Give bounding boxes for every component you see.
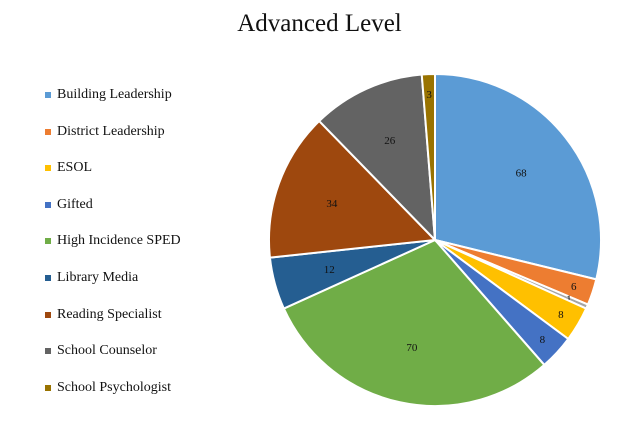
legend-label: Building Leadership [57,87,172,102]
data-label-library-media: 12 [324,264,335,276]
legend-swatch [45,128,51,135]
pie-slice-building-leadership [434,72,602,281]
data-label-unlabeled: 1 [566,294,572,306]
legend-swatch [45,274,51,281]
legend-item-gifted: Gifted [45,196,265,233]
legend-swatch [45,348,51,355]
legend-swatch [45,92,51,98]
data-label-reading-specialist: 34 [326,198,338,210]
pie-slice-reading-specialist [268,119,438,259]
legend-label: School Counselor [57,343,157,359]
legend-item-library-media: Library Media [45,269,265,306]
data-label-school-psychologist: 3 [426,89,432,101]
legend-swatch [45,311,51,318]
legend-label: District Leadership [57,123,165,139]
legend-label: Gifted [57,196,93,212]
chart-legend: Building Leadership District Leadership ES… [45,86,265,415]
data-label-esol: 8 [558,309,564,321]
legend-item-district-leadership: District Leadership [45,123,265,160]
legend-item-esol: ESOL [45,159,265,196]
legend-item-school-psychologist: School Psychologist [45,379,265,416]
legend-item-high-incidence-sped: High Incidence SPED [45,232,265,269]
legend-swatch [45,384,51,391]
legend-label: High Incidence SPED [57,233,181,249]
data-label-high-incidence-sped: 70 [406,342,418,354]
data-label-building-leadership: 68 [516,167,528,179]
legend-item-school-counselor: School Counselor [45,342,265,379]
legend-label: ESOL [57,160,92,176]
pie-slice-high-incidence-sped [282,238,546,407]
data-label-school-counselor: 26 [384,135,396,147]
data-label-gifted: 8 [540,334,546,346]
legend-item-building-leadership: Building Leadership [45,86,265,123]
legend-label: Reading Specialist [57,306,162,322]
legend-swatch [45,165,51,172]
legend-item-reading-specialist: Reading Specialist [45,306,265,343]
legend-swatch [45,201,51,208]
pie-slice-school-psychologist [420,72,436,241]
pie-slice-school-counselor [317,73,437,243]
legend-swatch [45,238,51,245]
data-label-district-leadership: 6 [571,281,577,293]
chart-title: Advanced Level [237,10,402,37]
legend-label: Library Media [57,269,139,285]
legend-label: School Psychologist [57,379,171,395]
